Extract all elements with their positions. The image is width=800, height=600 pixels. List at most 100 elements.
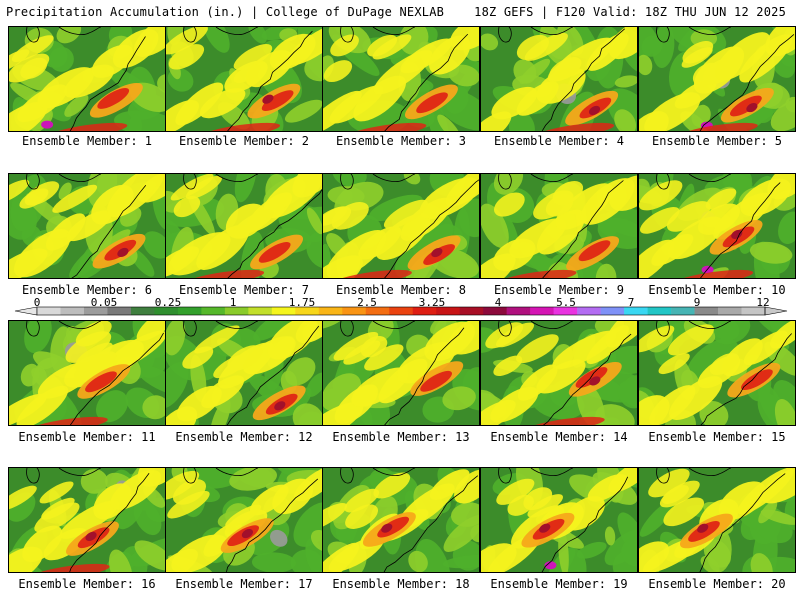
model-valid-time: 18Z GEFS | F120 Valid: 18Z THU JUN 12 20… <box>474 5 786 19</box>
ensemble-member-map <box>480 173 638 279</box>
colorbar-tick-label: 1 <box>229 296 237 309</box>
ensemble-member-label: Ensemble Member: 12 <box>175 430 313 444</box>
ensemble-member-label: Ensemble Member: 16 <box>18 577 156 591</box>
ensemble-member-label: Ensemble Member: 14 <box>490 430 628 444</box>
precipitation-field <box>9 468 165 572</box>
precipitation-field <box>323 27 479 131</box>
ensemble-member-map <box>480 26 638 132</box>
precipitation-field <box>166 27 322 131</box>
colorbar-swatch <box>177 307 202 315</box>
colorbar-swatch <box>318 307 343 315</box>
ensemble-member-label: Ensemble Member: 1 <box>21 134 153 148</box>
precipitation-field <box>481 174 637 278</box>
colorbar-swatch <box>224 307 249 315</box>
ensemble-member-map <box>638 26 796 132</box>
ensemble-member-map <box>165 467 323 573</box>
ensemble-member-label: Ensemble Member: 9 <box>493 283 625 297</box>
precipitation-field <box>639 174 795 278</box>
colorbar-swatch <box>694 307 719 315</box>
ensemble-member-map <box>8 320 166 426</box>
colorbar-tick-label: 9 <box>693 296 701 309</box>
ensemble-member-map <box>322 320 480 426</box>
colorbar-swatch <box>130 307 155 315</box>
ensemble-member-label: Ensemble Member: 4 <box>493 134 625 148</box>
ensemble-member-map <box>322 467 480 573</box>
colorbar-swatch <box>553 307 578 315</box>
colorbar-tick-label: 0.25 <box>154 296 182 309</box>
ensemble-member-label: Ensemble Member: 8 <box>335 283 467 297</box>
ensemble-member-map <box>322 26 480 132</box>
ensemble-member-label: Ensemble Member: 6 <box>21 283 153 297</box>
ensemble-member-map <box>480 320 638 426</box>
colorbar-tick-label: 3.25 <box>418 296 446 309</box>
colorbar-swatch <box>671 307 695 315</box>
colorbar-swatch <box>483 307 507 315</box>
precipitation-field <box>639 321 795 425</box>
precipitation-colorbar <box>14 306 788 316</box>
colorbar-tick-label: 2.5 <box>357 296 377 309</box>
colorbar-swatch <box>530 307 554 315</box>
ensemble-member-map <box>165 26 323 132</box>
ensemble-member-label: Ensemble Member: 13 <box>332 430 470 444</box>
precipitation-field <box>9 27 165 131</box>
ensemble-member-map <box>638 320 796 426</box>
colorbar-swatch <box>741 307 766 315</box>
colorbar-swatch <box>295 307 320 315</box>
colorbar-tick-label: 7 <box>627 296 635 309</box>
precipitation-field <box>9 174 165 278</box>
precipitation-field <box>481 27 637 131</box>
precipitation-field <box>166 174 322 278</box>
colorbar-swatch <box>459 307 484 315</box>
colorbar-swatch <box>201 307 226 315</box>
ensemble-member-map <box>8 26 166 132</box>
ensemble-member-map <box>480 467 638 573</box>
ensemble-member-label: Ensemble Member: 11 <box>18 430 156 444</box>
colorbar-tick-label: 0 <box>33 296 41 309</box>
colorbar-tick-label: 12 <box>756 296 770 309</box>
ensemble-member-map <box>638 173 796 279</box>
colorbar-tick-label: 5.5 <box>556 296 576 309</box>
ensemble-member-map <box>8 467 166 573</box>
ensemble-member-map <box>8 173 166 279</box>
ensemble-member-map <box>322 173 480 279</box>
ensemble-member-label: Ensemble Member: 3 <box>335 134 467 148</box>
colorbar-swatch <box>506 307 531 315</box>
colorbar-tick-label: 4 <box>494 296 502 309</box>
ensemble-member-label: Ensemble Member: 7 <box>178 283 310 297</box>
precipitation-field <box>639 468 795 572</box>
ensemble-member-label: Ensemble Member: 10 <box>648 283 786 297</box>
colorbar-swatch <box>248 307 273 315</box>
colorbar-swatch <box>389 307 414 315</box>
colorbar-swatch <box>83 307 108 315</box>
colorbar-swatch <box>60 307 85 315</box>
colorbar-swatch <box>342 307 367 315</box>
colorbar-swatch <box>271 307 296 315</box>
precipitation-field <box>481 468 637 572</box>
ensemble-member-label: Ensemble Member: 2 <box>178 134 310 148</box>
precipitation-field <box>323 321 479 425</box>
colorbar-swatch <box>154 307 179 315</box>
precipitation-field <box>639 27 795 131</box>
colorbar-swatch <box>624 307 648 315</box>
ensemble-member-map <box>165 173 323 279</box>
precipitation-field <box>323 174 479 278</box>
colorbar-tick-label: 0.05 <box>90 296 118 309</box>
precipitation-field <box>481 321 637 425</box>
precipitation-field <box>323 468 479 572</box>
colorbar-swatch <box>718 307 742 315</box>
colorbar-swatch <box>412 307 437 315</box>
ensemble-member-label: Ensemble Member: 5 <box>651 134 783 148</box>
colorbar-swatch <box>647 307 672 315</box>
map-title: Precipitation Accumulation (in.) | Colle… <box>6 5 445 19</box>
ensemble-member-map <box>638 467 796 573</box>
colorbar-swatch <box>600 307 625 315</box>
colorbar-swatch <box>107 307 132 315</box>
ensemble-member-label: Ensemble Member: 18 <box>332 577 470 591</box>
colorbar-swatch <box>37 307 61 315</box>
colorbar-tick-label: 1.75 <box>288 296 316 309</box>
ensemble-member-label: Ensemble Member: 17 <box>175 577 313 591</box>
precipitation-field <box>9 321 165 425</box>
precipitation-field <box>166 468 322 572</box>
ensemble-member-label: Ensemble Member: 19 <box>490 577 628 591</box>
ensemble-member-label: Ensemble Member: 15 <box>648 430 786 444</box>
